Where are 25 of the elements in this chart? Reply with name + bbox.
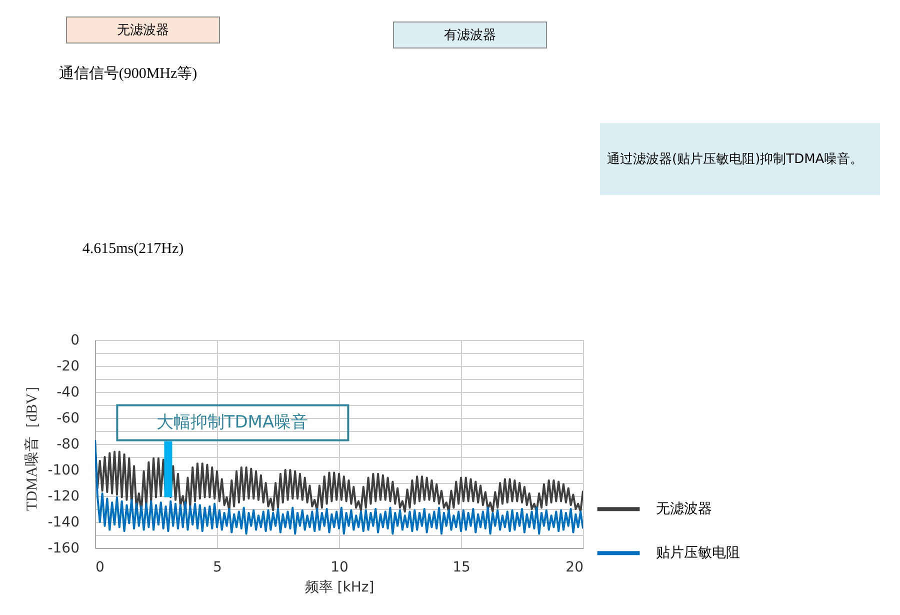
x-tick-label: 5 [213,560,222,576]
y-tick-label: -100 [48,462,80,478]
annotation: 大幅抑制TDMA噪音 [156,412,308,432]
legend-label: 贴片压敏电阻 [656,545,740,562]
y-axis-title: TDMA噪音［dBV］ [24,378,41,511]
x-tick-label: 15 [452,560,470,576]
y-tick-label: -40 [56,384,80,400]
text: 4.615ms(217Hz) [82,241,184,257]
line-series [95,439,583,535]
y-tick-label: -160 [48,540,80,556]
y-tick-label: -120 [48,488,80,504]
x-tick-label: 20 [566,560,584,576]
text: 无滤波器 [117,23,169,38]
y-tick-label: -140 [48,514,80,530]
text: 有滤波器 [444,28,496,43]
y-tick-label: -80 [56,436,80,452]
x-tick-label: 10 [330,560,348,576]
y-tick-label: -20 [56,358,80,374]
legend-label: 无滤波器 [656,501,712,518]
x-axis-title: 频率 [kHz] [304,580,374,596]
y-tick-label: -60 [56,410,80,426]
text: 通信信号(900MHz等) [58,65,198,82]
text: 通过滤波器(贴片压敏电阻)抑制TDMA噪音。 [607,152,864,167]
y-tick-label: 0 [70,332,80,348]
x-tick-label: 0 [96,560,104,576]
